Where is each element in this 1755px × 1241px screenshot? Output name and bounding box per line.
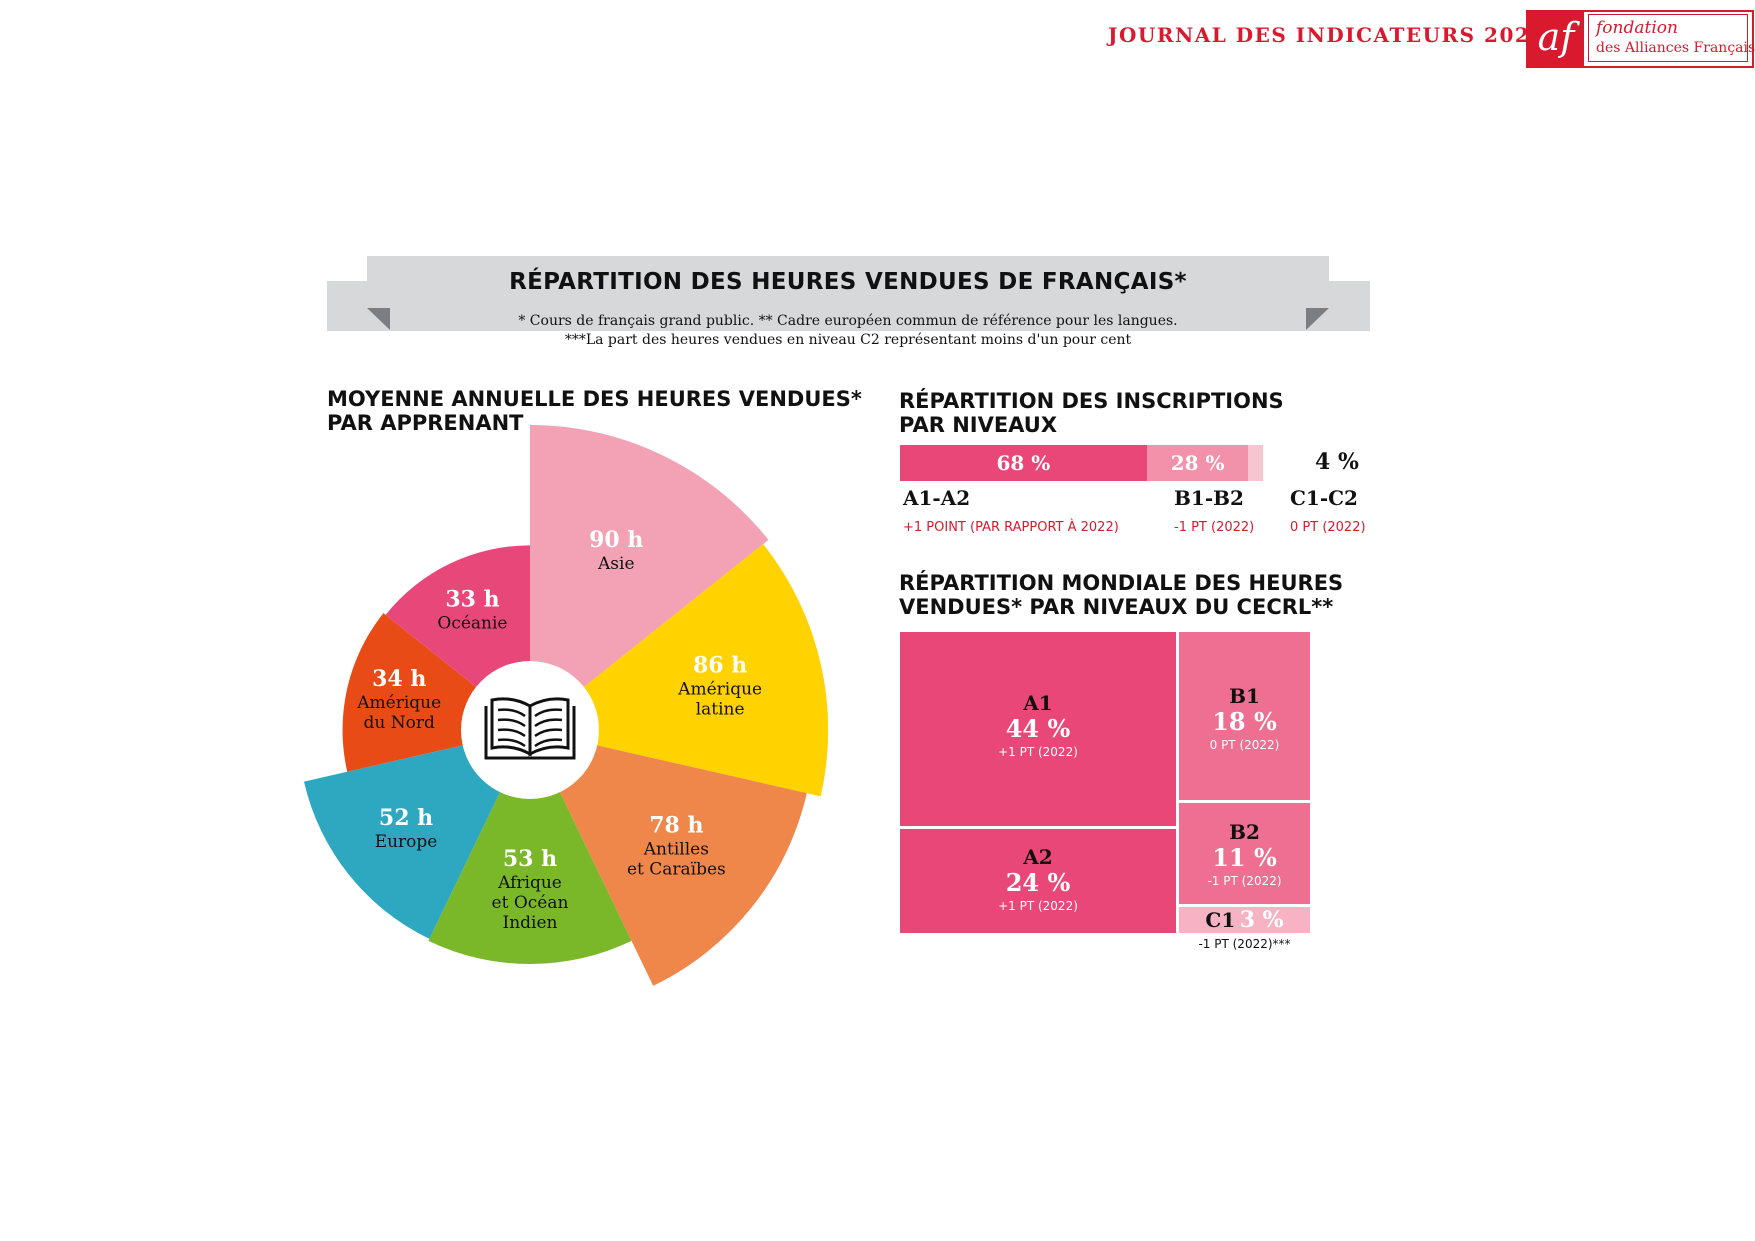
treemap-cell-a1: A1 44 % +1 PT (2022)	[900, 632, 1176, 826]
logo-af-mark: af	[1528, 12, 1584, 66]
treemap-change-a2: +1 PT (2022)	[998, 899, 1078, 913]
wedge-antilles-et-caraibes	[530, 730, 807, 986]
ribbon-banner-front	[367, 256, 1329, 308]
category-label-europe-0: Europe	[375, 832, 438, 852]
value-label-asie: 90 h	[589, 527, 643, 553]
treemap-value-a2: 24 %	[1005, 868, 1071, 897]
value-label-oceanie: 33 h	[445, 587, 499, 613]
category-label-antilles-et-caraibes-1: et Caraïbes	[627, 860, 726, 880]
footnotes: * Cours de français grand public. ** Cad…	[367, 312, 1329, 350]
category-label-afrique-et-ocean-indien-0: Afrique	[497, 873, 562, 893]
right-title1-line2: PAR NIVEAUX	[899, 413, 1058, 437]
category-label-asie-0: Asie	[597, 554, 635, 574]
level-label-b1-b2: B1-B2	[1174, 486, 1244, 510]
value-label-afrique-et-ocean-indien: 53 h	[503, 846, 557, 872]
main-title: RÉPARTITION DES HEURES VENDUES DE FRANÇA…	[509, 269, 1187, 295]
left-title-line2: PAR APPRENANT	[327, 411, 524, 435]
right-title1-line1: RÉPARTITION DES INSCRIPTIONS	[899, 389, 1284, 413]
treemap-value-b2: 11 %	[1212, 843, 1277, 872]
footnote-2: ***La part des heures vendues en niveau …	[564, 332, 1132, 348]
treemap-value-c1: 3 %	[1239, 907, 1284, 933]
fondation-logo: af fondation des Alliances Françaises	[1526, 10, 1755, 68]
open-book-icon	[484, 697, 576, 760]
treemap-label-b2: B2	[1229, 820, 1260, 844]
value-label-antilles-et-caraibes: 78 h	[649, 813, 703, 839]
value-label-amerique-du-nord: 34 h	[372, 666, 426, 692]
bar-segment-b1-b2: 28 %	[1146, 445, 1249, 481]
right-section-title-2: RÉPARTITION MONDIALE DES HEURES VENDUES*…	[899, 571, 1343, 619]
level-change-b1-b2: -1 PT (2022)	[1174, 520, 1255, 535]
bar-value-label-c1-c2: 4 %	[1315, 449, 1359, 475]
treemap-value-b1: 18 %	[1212, 707, 1277, 736]
ribbon-fold-left	[367, 308, 390, 330]
bar-segment-a1-a2: 68 %	[900, 445, 1147, 481]
level-label-c1-c2: C1-C2	[1290, 486, 1358, 510]
journal-title: JOURNAL DES INDICATEURS 2023	[1108, 23, 1546, 47]
category-label-amerique-du-nord-0: Amérique	[356, 693, 441, 713]
category-label-amerique-latine-1: latine	[696, 700, 745, 720]
treemap-cell-c1: C1 3 %	[1179, 907, 1310, 933]
treemap-change-b1: 0 PT (2022)	[1209, 738, 1280, 752]
right-title2-line2: VENDUES* PAR NIVEAUX DU CECRL**	[899, 595, 1334, 619]
category-label-afrique-et-ocean-indien-2: Indien	[503, 913, 558, 933]
treemap-label-b1: B1	[1229, 684, 1260, 708]
treemap-label-a2: A2	[1023, 845, 1053, 869]
left-title-line1: MOYENNE ANNUELLE DES HEURES VENDUES*	[327, 387, 862, 411]
value-label-amerique-latine: 86 h	[693, 653, 747, 679]
category-label-amerique-du-nord-1: du Nord	[364, 713, 435, 733]
treemap-cell-b2: B2 11 % -1 PT (2022)	[1179, 803, 1310, 904]
category-label-afrique-et-ocean-indien-1: et Océan	[492, 893, 569, 913]
treemap-value-a1: 44 %	[1005, 714, 1071, 743]
left-section-title: MOYENNE ANNUELLE DES HEURES VENDUES* PAR…	[327, 387, 862, 435]
wedge-afrique-et-ocean-indien	[428, 730, 632, 965]
treemap-change-a1: +1 PT (2022)	[998, 745, 1078, 759]
right-title2-line1: RÉPARTITION MONDIALE DES HEURES	[899, 571, 1344, 595]
value-label-europe: 52 h	[379, 805, 433, 831]
treemap-change-b2: -1 PT (2022)	[1207, 874, 1282, 888]
treemap-label-a1: A1	[1023, 691, 1053, 715]
treemap-cell-b1: B1 18 % 0 PT (2022)	[1179, 632, 1310, 800]
treemap-cell-a2: A2 24 % +1 PT (2022)	[900, 829, 1176, 933]
category-label-amerique-latine-0: Amérique	[677, 680, 762, 700]
treemap-label-c1: C1	[1205, 908, 1236, 932]
logo-frame	[1588, 14, 1748, 62]
wedge-asie	[530, 425, 769, 730]
level-change-a1-a2: +1 POINT (PAR RAPPORT À 2022)	[903, 520, 1119, 535]
logo-text-fondation: fondation	[1596, 18, 1678, 38]
bar-segment-c1-c2	[1248, 445, 1263, 481]
wedge-europe	[303, 730, 530, 939]
treemap-change-c1: -1 PT (2022)***	[1198, 937, 1291, 951]
wedge-amerique-latine	[530, 544, 829, 797]
ribbon-fold-right	[1306, 308, 1329, 330]
footnote-1: * Cours de français grand public. ** Cad…	[518, 313, 1178, 329]
logo-text-alliances: des Alliances Françaises	[1596, 40, 1755, 56]
level-change-c1-c2: 0 PT (2022)	[1290, 520, 1366, 535]
category-label-antilles-et-caraibes-0: Antilles	[643, 840, 709, 860]
category-label-oceanie-0: Océanie	[437, 614, 507, 634]
right-section-title-1: RÉPARTITION DES INSCRIPTIONS PAR NIVEAUX	[899, 389, 1284, 437]
stacked-bar: 68 % 28 %	[900, 445, 1310, 481]
level-label-a1-a2: A1-A2	[903, 486, 971, 510]
